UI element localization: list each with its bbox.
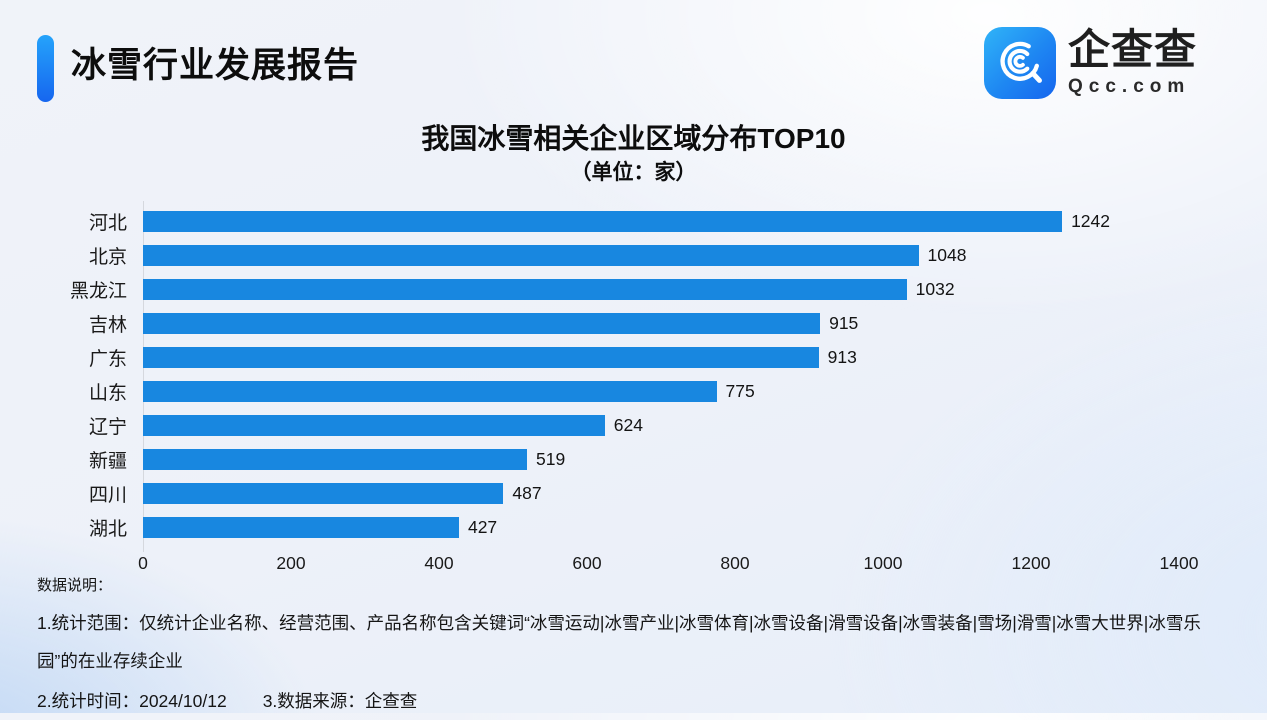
chart-title: 我国冰雪相关企业区域分布TOP10 [421,123,846,154]
bar [143,516,459,538]
bar-row: 广东 913 [0,340,1267,374]
category-label: 山东 [88,382,127,404]
note-date: 2.统计时间：2024/10/12 [37,691,227,711]
category-label: 湖北 [88,518,127,540]
value-label: 1048 [927,244,967,265]
qcc-logo-name: 企查查 [1068,26,1198,74]
bar-track: 487 [143,482,1179,504]
qcc-logo: 企查查 Qcc.com [984,27,1197,99]
category-label: 吉林 [88,314,127,336]
value-label: 1242 [1071,210,1111,231]
bar-row: 辽宁 624 [0,408,1267,442]
bar-row: 吉林 915 [0,306,1267,340]
bar-track: 1242 [143,210,1179,232]
x-tick-label: 400 [424,553,454,573]
x-axis: 0 200 400 600 800 1000 1200 1400 [138,553,1198,575]
bar [143,482,504,504]
bar-track: 1048 [143,244,1179,266]
category-label: 四川 [88,484,127,506]
y-axis-line [143,201,144,552]
note-scope: 1.统计范围：仅统计企业名称、经营范围、产品名称包含关键词“冰雪运动|冰雪产业|… [37,613,1201,671]
qcc-logo-text: 企查查 Qcc.com [1068,28,1197,97]
category-label: 河北 [88,212,127,234]
category-label: 新疆 [88,450,127,472]
notes-heading: 数据说明： [37,577,113,594]
value-label: 427 [467,516,498,537]
bar-track: 624 [143,414,1179,436]
bar-track: 915 [143,312,1179,334]
bar-track: 519 [143,448,1179,470]
category-label: 北京 [88,246,127,268]
category-label: 辽宁 [88,416,127,438]
bar-row: 山东 775 [0,374,1267,408]
value-label: 775 [725,380,755,401]
value-label: 915 [829,312,859,333]
bar-track: 913 [143,346,1179,368]
bar [143,210,1063,232]
x-tick-label: 1400 [1159,553,1199,573]
value-label: 913 [827,346,857,367]
x-tick-label: 1000 [863,553,903,573]
bar-row: 河北 1242 [0,204,1267,238]
note-row: 2.统计时间：2024/10/12 3.数据来源：企查查 [37,682,1233,720]
bar [143,346,819,368]
bar [143,278,907,300]
bar-rows: 河北 1242 北京 1048 黑龙江 1032 吉林 915 广东 913 山东 775 辽宁 624 新… [0,204,1267,544]
qcc-magnifier-icon [1000,41,1042,83]
bar-row: 黑龙江 1032 [0,272,1267,306]
bar-row: 四川 487 [0,476,1267,510]
note-source: 3.数据来源：企查查 [262,691,418,711]
value-label: 1032 [915,278,955,299]
value-label: 624 [613,414,643,435]
data-notes: 数据说明： 1.统计范围：仅统计企业名称、经营范围、产品名称包含关键词“冰雪运动… [37,574,1233,720]
x-tick-label: 200 [276,553,306,573]
x-tick-label: 1200 [1011,553,1051,573]
bar-track: 427 [143,516,1179,538]
chart-subtitle: （单位：家） [570,161,697,184]
bar [143,448,528,470]
qcc-logo-domain: Qcc.com [1068,75,1191,97]
qcc-logo-badge [984,27,1056,99]
bar [143,244,919,266]
report-title: 冰雪行业发展报告 [71,46,360,85]
bar-row: 新疆 519 [0,442,1267,476]
value-label: 519 [536,448,566,469]
x-tick-label: 800 [720,553,750,573]
bar-row: 湖北 427 [0,510,1267,544]
value-label: 487 [512,482,542,503]
bar [143,414,605,436]
bar-track: 1032 [143,278,1179,300]
x-tick-label: 600 [572,553,602,573]
x-tick-label: 0 [138,553,148,573]
title-accent-bar [37,35,54,102]
bar [143,312,821,334]
bar-row: 北京 1048 [0,238,1267,272]
bar-chart: 河北 1242 北京 1048 黑龙江 1032 吉林 915 广东 913 山东 775 辽宁 624 新… [0,201,1267,575]
bar-track: 775 [143,380,1179,402]
bar [143,380,717,402]
category-label: 黑龙江 [69,280,127,302]
category-label: 广东 [88,348,127,370]
